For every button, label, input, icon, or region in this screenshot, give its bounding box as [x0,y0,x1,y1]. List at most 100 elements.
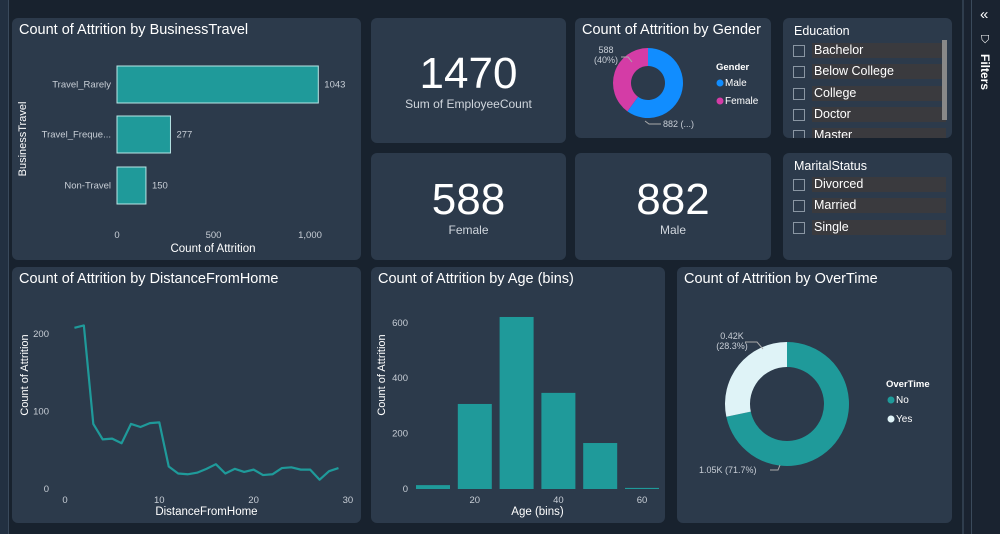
legend-label: Male [725,78,747,89]
slicer-item-below-college[interactable]: Below College [793,63,946,80]
x-tick-label: 20 [470,495,481,506]
data-label: 1043 [324,80,345,91]
filters-pane[interactable]: « ⛉ Filters [962,0,1000,534]
series-line [74,324,339,481]
data-label: 0.42K [720,331,744,341]
double-chevron-left-icon[interactable]: « [980,6,989,23]
overtime-chart[interactable]: Count of Attrition by OverTime 1.05K (71… [677,267,952,523]
leader-line [644,120,661,125]
checkbox[interactable] [793,65,805,78]
slicer-item-bachelor[interactable]: Bachelor [793,42,946,59]
data-label: 882 (...) [663,119,694,129]
age-chart[interactable]: Count of Attrition by Age (bins) 0 200 400… [371,267,665,523]
leader-line [621,56,633,63]
education-slicer[interactable]: Education Bachelor Below College College… [783,18,952,138]
x-axis-title: Age (bins) [511,506,564,518]
y-axis-title: Count of Attrition [19,334,31,415]
legend-marker [887,415,895,423]
donut-slice [725,342,787,417]
slicer-title: Education [794,24,850,38]
checkbox[interactable] [793,108,805,121]
kpi-value: 588 [431,174,506,224]
bar [499,316,534,489]
slicer-item-college[interactable]: College [793,85,946,102]
y-tick-label: 100 [33,407,49,418]
distance-chart[interactable]: Count of Attrition by DistanceFromHome 0… [12,267,361,523]
item-label: Bachelor [812,43,946,58]
bar [457,403,492,489]
kpi-label: Sum of EmployeeCount [405,96,532,111]
x-tick-label: 1,000 [298,230,322,241]
x-tick-label: 30 [343,495,354,506]
category-label: Travel_Rarely [52,80,111,91]
leader-line [745,341,764,350]
checkbox[interactable] [793,44,805,57]
gender-chart[interactable]: Count of Attrition by Gender 882 (...) 58… [575,18,771,138]
item-label: Master [812,128,946,138]
kpi-label: Female [448,222,489,237]
item-label: Divorced [812,177,946,192]
category-label: Non-Travel [64,181,111,192]
item-label: Below College [812,64,946,79]
y-axis-title: BusinessTravel [17,102,29,177]
y-tick-label: 0 [44,484,49,495]
legend-title: Gender [716,62,750,73]
y-tick-label: 200 [392,429,408,440]
data-label: 150 [152,181,168,192]
y-tick-label: 0 [403,484,408,495]
x-axis-title: Count of Attrition [170,243,255,255]
y-tick-label: 200 [33,329,49,340]
x-axis-title: DistanceFromHome [155,506,257,518]
checkbox[interactable] [793,87,805,100]
scrollbar[interactable] [942,40,947,120]
legend-label: Female [725,96,759,107]
x-tick-label: 500 [206,230,222,241]
kpi-employee-count: 1470 Sum of EmployeeCount [371,18,566,143]
kpi-value: 882 [636,174,710,224]
legend-label: No [896,395,909,406]
y-axis-title: Count of Attrition [376,334,388,415]
x-tick-label: 0 [62,495,67,506]
category-label: Travel_Freque... [42,130,111,141]
checkbox[interactable] [793,199,805,212]
checkbox[interactable] [793,221,805,234]
chart-title: Count of Attrition by BusinessTravel [19,22,249,38]
x-tick-label: 20 [248,495,259,506]
legend-marker [716,79,724,87]
legend-marker [716,97,724,105]
kpi-male: 882 Male [575,153,771,260]
data-label: (40%) [594,55,618,65]
bar [625,487,659,489]
bar [116,115,171,154]
left-edge [0,0,9,534]
bar [116,65,319,104]
chart-title: Count of Attrition by DistanceFromHome [19,271,279,287]
legend-marker [887,396,895,404]
slicer-item-single[interactable]: Single [793,219,946,236]
data-label: 588 [598,45,613,55]
filters-label[interactable]: Filters [978,54,992,91]
chart-title: Count of Attrition by Age (bins) [378,271,574,287]
item-label: Doctor [812,107,946,122]
x-tick-label: 60 [637,495,648,506]
bar [583,443,618,489]
checkbox[interactable] [793,129,805,138]
slicer-item-divorced[interactable]: Divorced [793,176,946,193]
leader-line [770,464,781,471]
bar [116,166,147,205]
checkbox[interactable] [793,178,805,191]
x-tick-label: 40 [553,495,564,506]
data-label: (28.3%) [716,341,748,351]
x-tick-label: 0 [114,230,119,241]
data-label: 1.05K (71.7%) [699,465,757,475]
slicer-item-married[interactable]: Married [793,197,946,214]
slicer-item-master[interactable]: Master [793,127,946,138]
bar [541,392,576,489]
slicer-item-doctor[interactable]: Doctor [793,106,946,123]
business-travel-chart[interactable]: Count of Attrition by BusinessTravel Tra… [12,18,361,260]
kpi-value: 1470 [419,48,518,98]
item-label: Married [812,198,946,213]
marital-status-slicer[interactable]: MaritalStatus Divorced Married Single [783,153,952,260]
item-label: College [812,86,946,101]
divider [971,0,972,534]
